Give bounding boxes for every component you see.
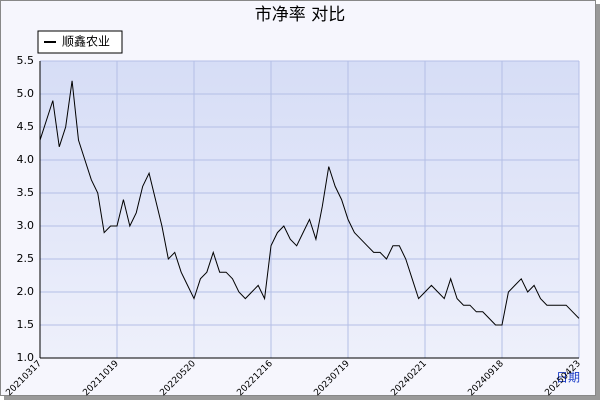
plot-area <box>40 61 579 358</box>
y-tick-label: 1.0 <box>17 351 35 364</box>
shadow <box>596 4 600 400</box>
line <box>39 80 580 326</box>
y-tick-label: 4.5 <box>17 120 35 133</box>
x-axis-label: 日期 <box>556 371 580 385</box>
y-tick-label: 4.0 <box>17 153 35 166</box>
y-tick-label: 2.0 <box>17 285 35 298</box>
legend-label: 顺鑫农业 <box>62 34 110 49</box>
y-tick-label: 1.5 <box>17 318 35 331</box>
y-tick-label: 5.5 <box>17 54 35 67</box>
y-tick-label: 5.0 <box>17 87 35 100</box>
y-tick-label: 3.5 <box>17 186 35 199</box>
legend <box>37 30 123 54</box>
y-tick-label: 2.5 <box>17 252 35 265</box>
y-tick-label: 3.0 <box>17 219 35 232</box>
shadow <box>4 396 600 400</box>
chart-title: 市净率 对比 <box>255 5 345 25</box>
